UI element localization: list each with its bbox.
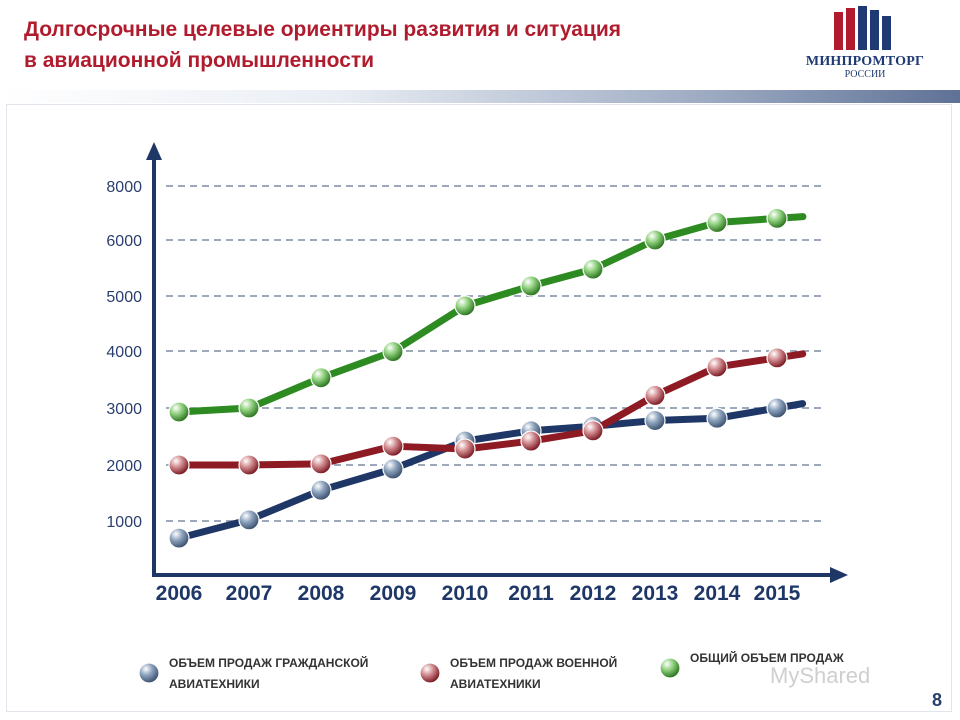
- x-tick-label: 2011: [508, 582, 554, 605]
- slide-title: Долгосрочные целевые ориентиры развития …: [24, 14, 724, 76]
- data-point: [382, 340, 404, 363]
- series: [168, 207, 807, 549]
- data-point: [310, 367, 332, 389]
- data-point: [168, 401, 190, 423]
- x-tick-label: 2010: [442, 582, 489, 605]
- y-tick-label: 2000: [106, 458, 142, 475]
- data-point: [238, 397, 260, 419]
- legend-label: ОБЩИЙ ОБЪЕМ ПРОДАЖ: [690, 650, 844, 665]
- slide-title-line2: в авиационной промышленности: [24, 49, 375, 72]
- x-axis-arrow-icon: [830, 567, 848, 583]
- data-point: [766, 397, 788, 419]
- minpromtorg-logo: МИНПРОМТОРГ РОССИИ: [790, 6, 940, 84]
- data-point: [520, 430, 542, 452]
- data-point: [644, 384, 666, 407]
- page-number: 8: [931, 690, 942, 710]
- x-tick-labels: 2006 2007 2008 2009 2010 2011 2012 2013 2014 2015: [156, 582, 801, 605]
- x-tick-label: 2012: [570, 582, 617, 605]
- data-point: [706, 211, 728, 234]
- axes: [146, 142, 848, 583]
- data-point: [766, 347, 788, 369]
- header-divider: [0, 90, 960, 103]
- y-tick-label: 8000: [106, 179, 142, 196]
- data-point: [706, 356, 728, 378]
- data-point: [706, 407, 728, 429]
- legend-marker: [138, 662, 160, 684]
- y-tick-label: 4000: [106, 344, 142, 361]
- data-point: [168, 527, 190, 549]
- data-point: [520, 275, 542, 297]
- legend: ОБЪЕМ ПРОДАЖ ГРАЖДАНСКОЙ АВИАТЕХНИКИ ОБЪЕМ…: [138, 650, 844, 691]
- y-axis-arrow-icon: [146, 142, 162, 160]
- x-tick-label: 2009: [370, 582, 417, 605]
- data-point: [582, 420, 604, 442]
- logo-subtitle: РОССИИ: [844, 69, 886, 80]
- data-point: [644, 409, 666, 432]
- x-tick-label: 2014: [694, 582, 741, 605]
- data-point: [238, 454, 260, 476]
- data-point: [310, 479, 332, 501]
- legend-label: АВИАТЕХНИКИ: [450, 677, 541, 691]
- content-frame: [6, 104, 952, 712]
- data-point: [310, 453, 332, 475]
- y-tick-label: 3000: [106, 401, 142, 418]
- x-tick-label: 2006: [156, 582, 203, 605]
- slide-title-line1: Долгосрочные целевые ориентиры развития …: [24, 18, 622, 41]
- y-tick-label: 1000: [106, 514, 142, 531]
- data-point: [454, 438, 476, 460]
- grid-lines: [166, 185, 825, 522]
- x-tick-label: 2015: [754, 582, 801, 605]
- legend-label: ОБЪЕМ ПРОДАЖ ВОЕННОЙ: [450, 655, 617, 670]
- y-tick-label: 5000: [106, 289, 142, 306]
- x-tick-label: 2008: [298, 582, 345, 605]
- data-point: [382, 435, 404, 457]
- data-point: [382, 458, 404, 480]
- legend-marker: [419, 662, 441, 684]
- x-tick-label: 2007: [226, 582, 273, 605]
- y-tick-labels: 1000 2000 3000 4000 5000 6000 8000: [106, 179, 142, 531]
- legend-marker: [659, 657, 681, 679]
- x-tick-label: 2013: [632, 582, 679, 605]
- data-point: [238, 509, 260, 531]
- data-point: [168, 454, 190, 476]
- data-point: [582, 258, 604, 280]
- data-point: [766, 207, 788, 229]
- logo-emblem-icon: [834, 6, 891, 50]
- legend-label: ОБЪЕМ ПРОДАЖ ГРАЖДАНСКОЙ: [169, 655, 368, 670]
- legend-label: АВИАТЕХНИКИ: [169, 677, 260, 691]
- series-line: [175, 213, 807, 416]
- watermark: MyShared: [770, 663, 871, 688]
- data-point: [454, 295, 476, 317]
- data-point: [644, 229, 666, 251]
- logo-name: МИНПРОМТОРГ: [805, 54, 925, 69]
- y-tick-label: 6000: [106, 233, 142, 250]
